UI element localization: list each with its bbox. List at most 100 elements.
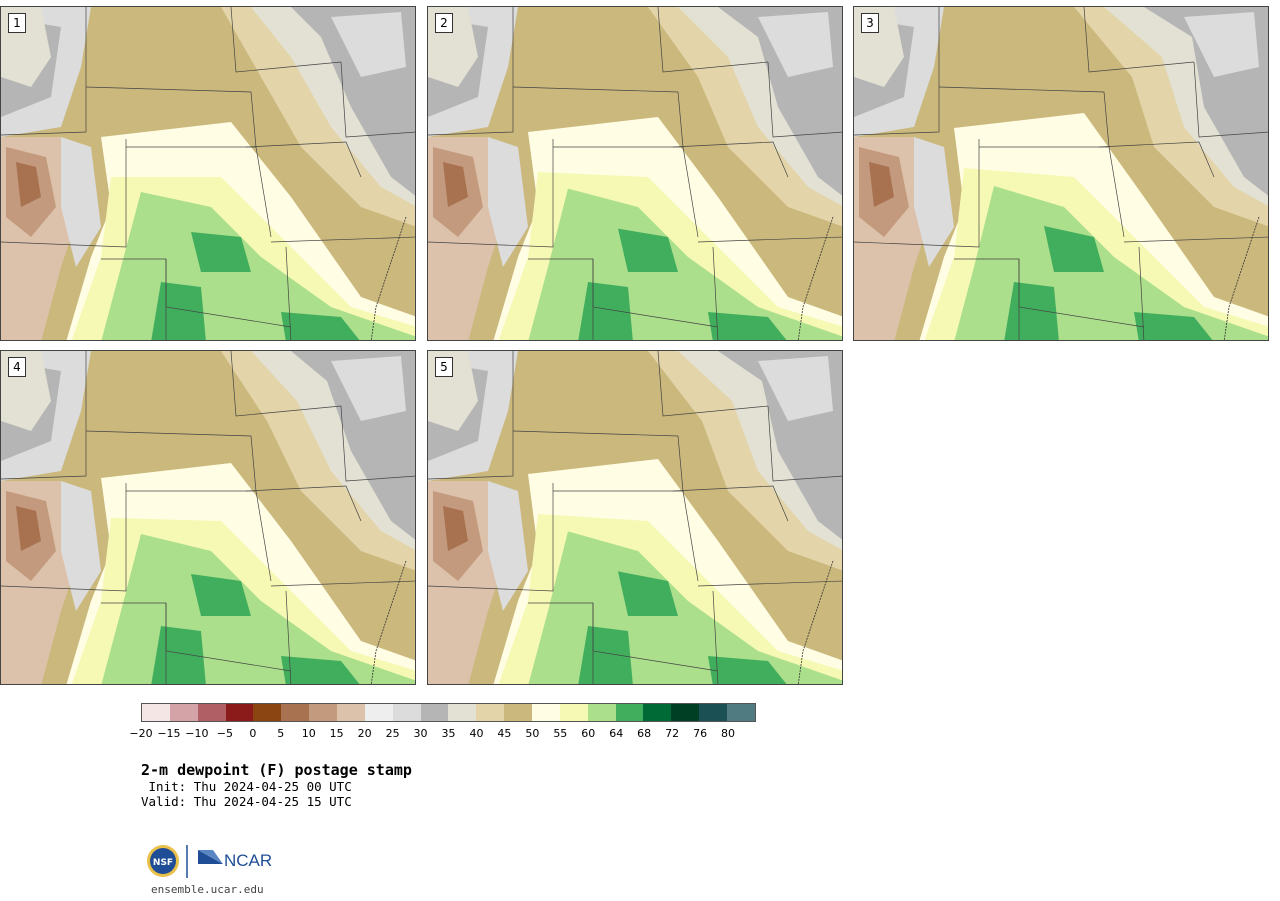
colorbar-tick: 5 xyxy=(277,727,285,740)
colorbar-swatch xyxy=(671,704,700,721)
state-boundary xyxy=(428,483,554,592)
dewpoint-region xyxy=(281,656,360,684)
colorbar-swatch xyxy=(309,704,338,721)
colorbar-swatch xyxy=(253,704,282,721)
colorbar-swatch xyxy=(476,704,505,721)
state-boundary xyxy=(165,259,292,328)
dewpoint-region xyxy=(914,137,954,267)
state-boundary xyxy=(245,141,362,178)
colorbar-swatch xyxy=(169,704,198,721)
colorbar-swatch xyxy=(699,704,728,721)
dewpoint-region xyxy=(61,137,101,267)
dewpoint-region xyxy=(618,571,678,616)
state-boundary xyxy=(712,590,719,684)
colorbar-swatch xyxy=(281,704,310,721)
colorbar-tick: 72 xyxy=(665,727,680,740)
river-line xyxy=(797,216,834,340)
panel-number-4: 4 xyxy=(8,357,26,377)
init-time: Init: Thu 2024-04-25 00 UTC xyxy=(141,779,352,794)
map-panel-3: 3 xyxy=(853,6,1269,341)
state-boundary xyxy=(1,7,87,136)
colorbar-swatch xyxy=(142,704,170,721)
colorbar-swatch xyxy=(337,704,365,721)
dewpoint-map xyxy=(428,351,842,684)
dewpoint-region xyxy=(708,656,787,684)
state-boundary xyxy=(85,86,257,148)
state-boundary xyxy=(1083,7,1195,73)
state-boundary xyxy=(672,141,789,178)
state-boundary xyxy=(270,580,415,587)
state-boundary xyxy=(340,61,415,138)
dewpoint-map xyxy=(854,7,1268,340)
state-boundary xyxy=(854,7,940,136)
colorbar-tick: −10 xyxy=(185,727,209,740)
state-boundary xyxy=(285,246,292,340)
dewpoint-region xyxy=(61,481,101,611)
colorbar-swatch xyxy=(448,704,477,721)
map-panel-2: 2 xyxy=(427,6,843,341)
colorbar-tick: −15 xyxy=(157,727,181,740)
colorbar-tick: 40 xyxy=(469,727,484,740)
dewpoint-region xyxy=(488,137,528,267)
dewpoint-region xyxy=(758,12,833,77)
dewpoint-map xyxy=(428,7,842,340)
dewpoint-region xyxy=(1134,312,1213,340)
dewpoint-region xyxy=(443,162,468,207)
nsf-logo-text: NSF xyxy=(153,858,173,868)
state-boundary xyxy=(854,139,980,248)
state-boundary xyxy=(553,146,699,238)
colorbar-swatch xyxy=(364,704,393,721)
state-boundary xyxy=(1,139,127,248)
state-boundary xyxy=(657,7,769,73)
colorbar-tick: 30 xyxy=(413,727,428,740)
state-boundary xyxy=(230,351,342,417)
state-boundary xyxy=(1138,246,1145,340)
state-boundary xyxy=(512,430,684,492)
colorbar-tick: 64 xyxy=(609,727,624,740)
state-boundary xyxy=(512,86,684,148)
state-boundary xyxy=(767,61,842,138)
state-boundary xyxy=(657,351,769,417)
colorbar-tick: 20 xyxy=(357,727,372,740)
valid-time: Valid: Thu 2024-04-25 15 UTC xyxy=(141,794,352,809)
state-boundary xyxy=(285,590,292,684)
state-boundary xyxy=(697,580,842,587)
colorbar-tick: 68 xyxy=(637,727,652,740)
colorbar-swatch xyxy=(643,704,672,721)
state-boundary xyxy=(340,405,415,482)
colorbar-tick: 15 xyxy=(329,727,344,740)
colorbar-tick: 35 xyxy=(441,727,456,740)
site-url: ensemble.ucar.edu xyxy=(151,883,264,896)
state-boundary xyxy=(230,7,342,73)
state-boundary xyxy=(165,603,292,672)
state-boundary xyxy=(245,485,362,522)
dewpoint-region xyxy=(578,626,633,684)
state-boundary xyxy=(1123,236,1268,243)
state-boundary xyxy=(428,351,514,480)
dewpoint-region xyxy=(281,312,360,340)
state-boundary xyxy=(85,430,257,492)
state-boundary xyxy=(697,236,842,243)
colorbar-tick-labels: −20 −15 −10 −5 0 5 10 15 20 25 30 35 40 45 50 55 60 64 68 7… xyxy=(129,727,756,741)
colorbar-tick: 55 xyxy=(553,727,568,740)
dewpoint-region xyxy=(758,356,833,421)
colorbar-tick: −5 xyxy=(216,727,233,740)
dewpoint-region xyxy=(1184,12,1259,77)
dewpoint-region xyxy=(151,282,206,340)
colorbar-tick: 50 xyxy=(525,727,540,740)
state-boundary xyxy=(767,405,842,482)
river-line xyxy=(1223,216,1260,340)
panel-number-2: 2 xyxy=(435,13,453,33)
dewpoint-region xyxy=(16,506,41,551)
dewpoint-region xyxy=(1044,226,1104,272)
state-boundary xyxy=(126,490,272,582)
dewpoint-region xyxy=(869,162,894,207)
colorbar-swatch xyxy=(559,704,588,721)
chart-title: 2-m dewpoint (F) postage stamp xyxy=(141,761,412,779)
state-boundary xyxy=(1193,61,1268,138)
river-line xyxy=(370,216,407,340)
state-boundary xyxy=(428,7,514,136)
state-boundary xyxy=(979,146,1125,238)
dewpoint-region xyxy=(16,162,41,207)
dewpoint-region xyxy=(191,574,251,616)
